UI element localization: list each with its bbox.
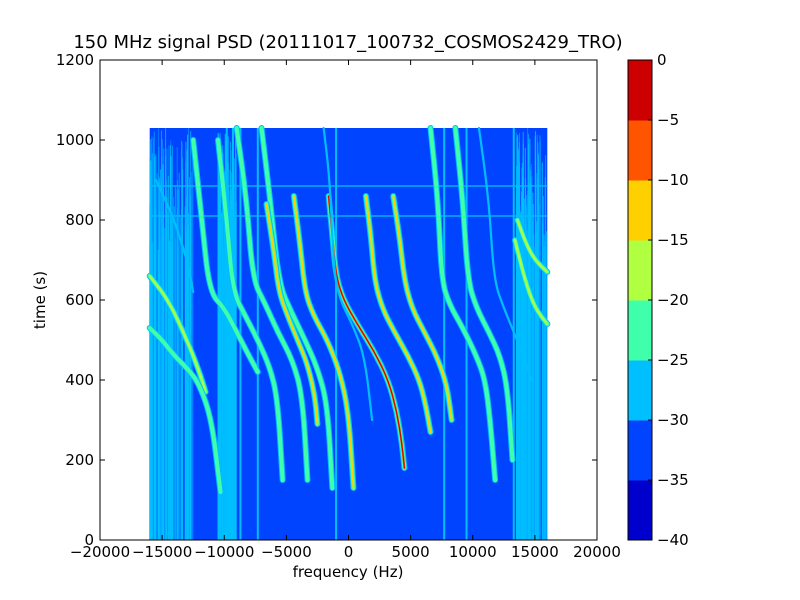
y-tick-label: 0: [84, 531, 94, 549]
signal-trace: [511, 237, 551, 327]
y-tick-label: 200: [65, 451, 94, 469]
trace-core: [322, 126, 374, 422]
x-tick-label: −10000: [194, 543, 254, 561]
colorbar-segment: [628, 180, 652, 241]
signal-trace: [322, 126, 374, 422]
trace-core: [148, 274, 207, 394]
signal-trace: [258, 125, 336, 491]
trace-core: [477, 126, 533, 382]
x-tick-label: 20000: [573, 543, 621, 561]
colorbar-tick-label: −30: [657, 411, 689, 429]
plot-area: −20000 −15000 −10000 −5000 0 5000 10000 15000 20…: [56, 51, 621, 561]
colorbar-segment: [628, 240, 652, 301]
x-tick-label: 5000: [392, 543, 430, 561]
colorbar-segment: [628, 420, 652, 481]
trace-core: [260, 126, 334, 490]
colorbar-tick-label: −40: [657, 531, 689, 549]
signal-trace: [263, 201, 321, 427]
trace-core: [392, 195, 453, 421]
heatmap-layer: [146, 125, 551, 540]
y-tick-label: 400: [65, 371, 94, 389]
colorbar-segment: [628, 480, 652, 541]
trace-core: [513, 238, 549, 326]
signal-trace: [390, 193, 455, 423]
signal-trace: [190, 137, 261, 375]
colorbar-tick-label: −20: [657, 291, 689, 309]
signal-trace: [146, 273, 209, 395]
trace-core: [216, 138, 284, 482]
trace-core: [454, 126, 514, 462]
y-axis-label: time (s): [31, 271, 49, 329]
colorbar-tick-label: −35: [657, 471, 689, 489]
trace-core: [516, 218, 549, 274]
colorbar-segment: [628, 60, 652, 121]
signal-trace: [154, 178, 195, 294]
signal-trace: [215, 137, 286, 483]
x-tick-label: −20000: [70, 543, 130, 561]
y-axis: 0 200 400 600 800 1000 1200: [56, 51, 597, 549]
x-axis: −20000 −15000 −10000 −5000 0 5000 10000 15000 20…: [70, 60, 621, 561]
trace-core: [364, 195, 432, 433]
colorbar-tick-label: 0: [657, 51, 667, 69]
y-tick-label: 600: [65, 291, 94, 309]
y-tick-label: 800: [65, 211, 94, 229]
trace-core: [235, 126, 309, 482]
colorbar-tick-label: −15: [657, 231, 689, 249]
signal-trace: [514, 217, 551, 275]
colorbar-segment: [628, 360, 652, 421]
trace-core: [192, 138, 259, 374]
colorbar-segment: [628, 300, 652, 361]
colorbar: −40 −35 −30 −25 −20 −15 −10 −5 0: [627, 51, 689, 549]
y-tick-label: 1000: [56, 131, 94, 149]
x-tick-label: 0: [344, 543, 354, 561]
colorbar-segment: [628, 120, 652, 181]
signal-trace: [146, 325, 224, 495]
trace-core: [265, 203, 319, 425]
signal-trace: [477, 126, 533, 382]
colorbar-tick-label: −25: [657, 351, 689, 369]
x-axis-label: frequency (Hz): [293, 563, 404, 581]
trace-core: [154, 178, 195, 294]
signal-trace: [427, 125, 499, 483]
signal-trace: [362, 193, 434, 435]
x-tick-label: 10000: [449, 543, 497, 561]
chart-title: 150 MHz signal PSD (20111017_100732_COSM…: [73, 32, 622, 53]
trace-core: [148, 326, 222, 494]
colorbar-tick-label: −10: [657, 171, 689, 189]
signal-trace: [452, 125, 516, 463]
signal-trace: [290, 193, 357, 491]
y-tick-label: 1200: [56, 51, 94, 69]
trace-core: [429, 126, 497, 482]
signal-trace: [233, 125, 311, 483]
x-tick-label: 15000: [511, 543, 559, 561]
trace-core: [292, 195, 355, 489]
colorbar-tick-label: −5: [657, 111, 679, 129]
x-tick-label: −15000: [132, 543, 192, 561]
x-tick-label: −5000: [261, 543, 312, 561]
